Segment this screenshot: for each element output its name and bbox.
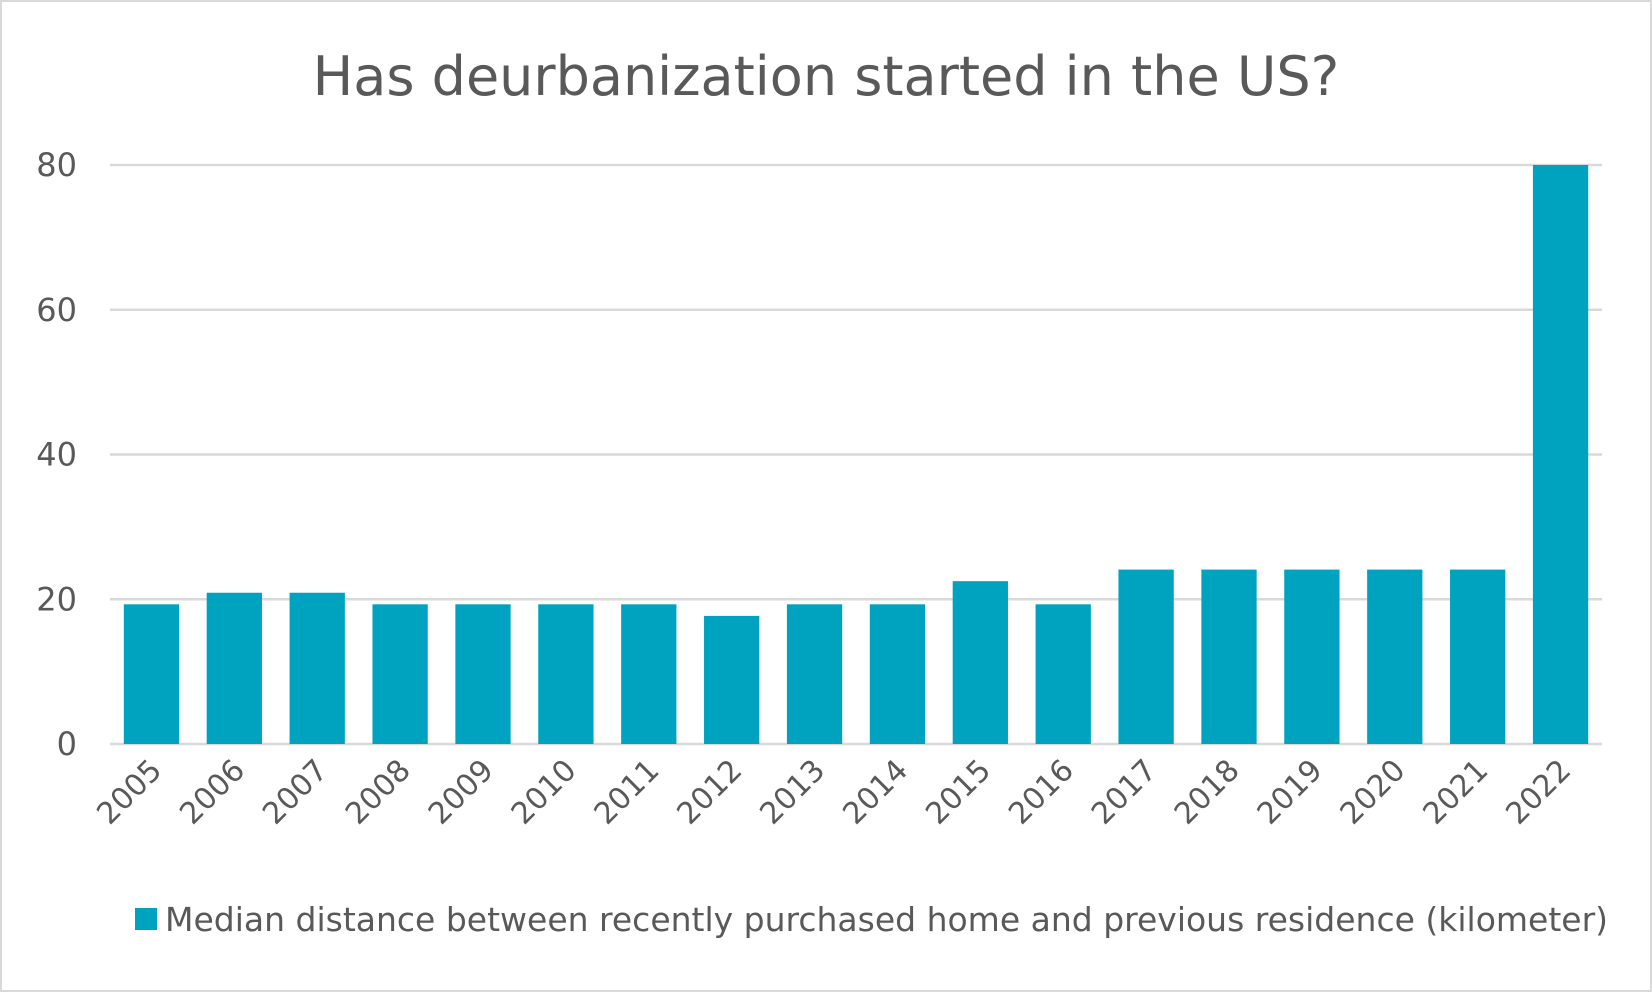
- bar-2020: [1367, 569, 1423, 744]
- x-tick-label: 2010: [505, 753, 584, 832]
- y-tick-label: 20: [36, 580, 77, 618]
- x-tick-label: 2012: [671, 753, 750, 832]
- bar-2008: [372, 604, 428, 744]
- bar-2022: [1532, 165, 1589, 744]
- bar-2018: [1201, 569, 1257, 744]
- bars: [123, 165, 1589, 744]
- bar-2007: [289, 592, 345, 744]
- legend-label: Median distance between recently purchas…: [165, 900, 1608, 939]
- bar-2011: [621, 604, 677, 744]
- bar-2015: [952, 581, 1008, 744]
- bar-2014: [869, 604, 926, 744]
- x-tick-label: 2011: [588, 753, 667, 832]
- y-tick-label: 80: [36, 146, 77, 184]
- bar-2019: [1284, 569, 1340, 744]
- x-tick-label: 2013: [753, 753, 832, 832]
- bar-2005: [123, 604, 180, 744]
- x-tick-label: 2016: [1002, 753, 1081, 832]
- bar-2013: [786, 604, 843, 744]
- x-tick-label: 2005: [90, 753, 169, 832]
- bar-2006: [206, 592, 262, 744]
- x-tick-label: 2014: [836, 753, 915, 832]
- x-tick-label: 2022: [1499, 753, 1578, 832]
- bar-2010: [538, 604, 594, 744]
- x-tick-label: 2009: [422, 753, 501, 832]
- x-tick-label: 2021: [1417, 753, 1496, 832]
- x-tick-label: 2020: [1334, 753, 1413, 832]
- y-tick-label: 60: [36, 291, 77, 329]
- x-tick-label: 2019: [1251, 753, 1330, 832]
- y-axis: 0 20 40 60 80: [36, 146, 77, 763]
- chart-title: Has deurbanization started in the US?: [313, 45, 1340, 108]
- x-tick-label: 2007: [256, 753, 335, 832]
- y-tick-label: 40: [36, 436, 77, 474]
- bar-2012: [704, 615, 760, 744]
- gridlines: [110, 163, 1602, 746]
- bar-2017: [1118, 569, 1174, 744]
- bar-2021: [1450, 569, 1506, 744]
- x-tick-label: 2017: [1085, 753, 1164, 832]
- legend-swatch: [135, 908, 157, 930]
- bar-2016: [1035, 604, 1091, 744]
- bar-2009: [455, 604, 511, 744]
- y-tick-label: 0: [57, 725, 77, 763]
- x-axis: 2005 2006 2007 2008 2009 2010 2011 2012 2013 2014…: [90, 753, 1578, 832]
- x-tick-label: 2008: [339, 753, 418, 832]
- x-tick-label: 2015: [919, 753, 998, 832]
- x-tick-label: 2006: [173, 753, 252, 832]
- legend: Median distance between recently purchas…: [135, 900, 1608, 939]
- x-tick-label: 2018: [1168, 753, 1247, 832]
